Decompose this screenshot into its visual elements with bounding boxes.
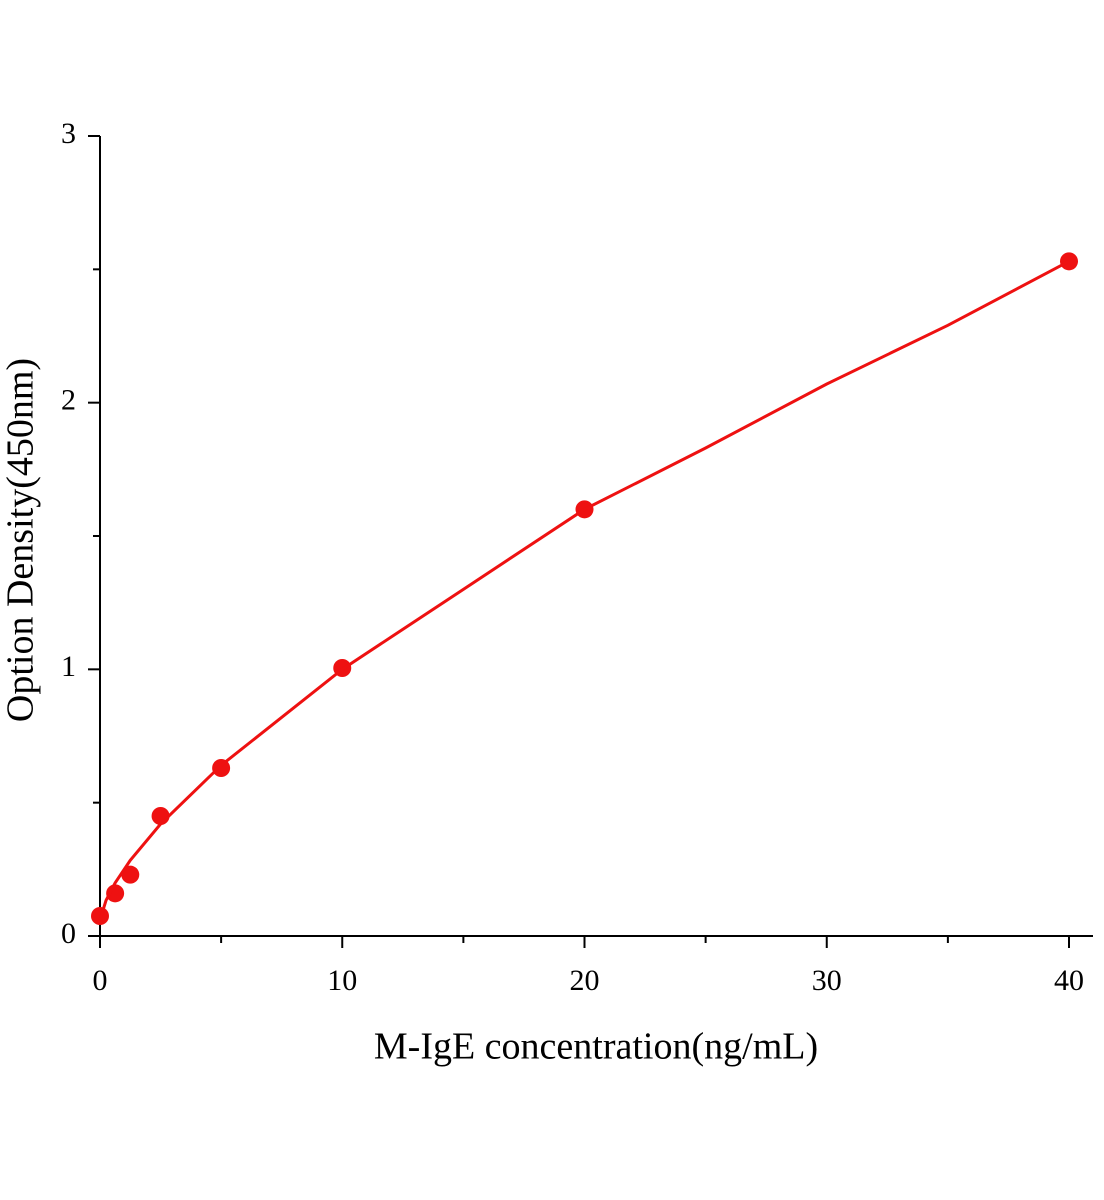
y-tick-label: 2: [61, 384, 76, 417]
x-axis-label: M-IgE concentration(ng/mL): [374, 1026, 818, 1068]
x-tick-label: 40: [1054, 964, 1084, 997]
x-tick-label: 10: [327, 964, 357, 997]
x-tick-label: 0: [93, 964, 108, 997]
y-tick-label: 0: [61, 917, 76, 950]
fit-curve: [98, 260, 1070, 921]
data-point: [121, 865, 140, 884]
x-tick-label: 20: [570, 964, 600, 997]
y-tick-label: 1: [61, 650, 76, 683]
y-tick-label: 3: [61, 117, 76, 150]
x-tick-label: 30: [812, 964, 842, 997]
y-axis-label: Option Density(450nm): [0, 358, 42, 722]
